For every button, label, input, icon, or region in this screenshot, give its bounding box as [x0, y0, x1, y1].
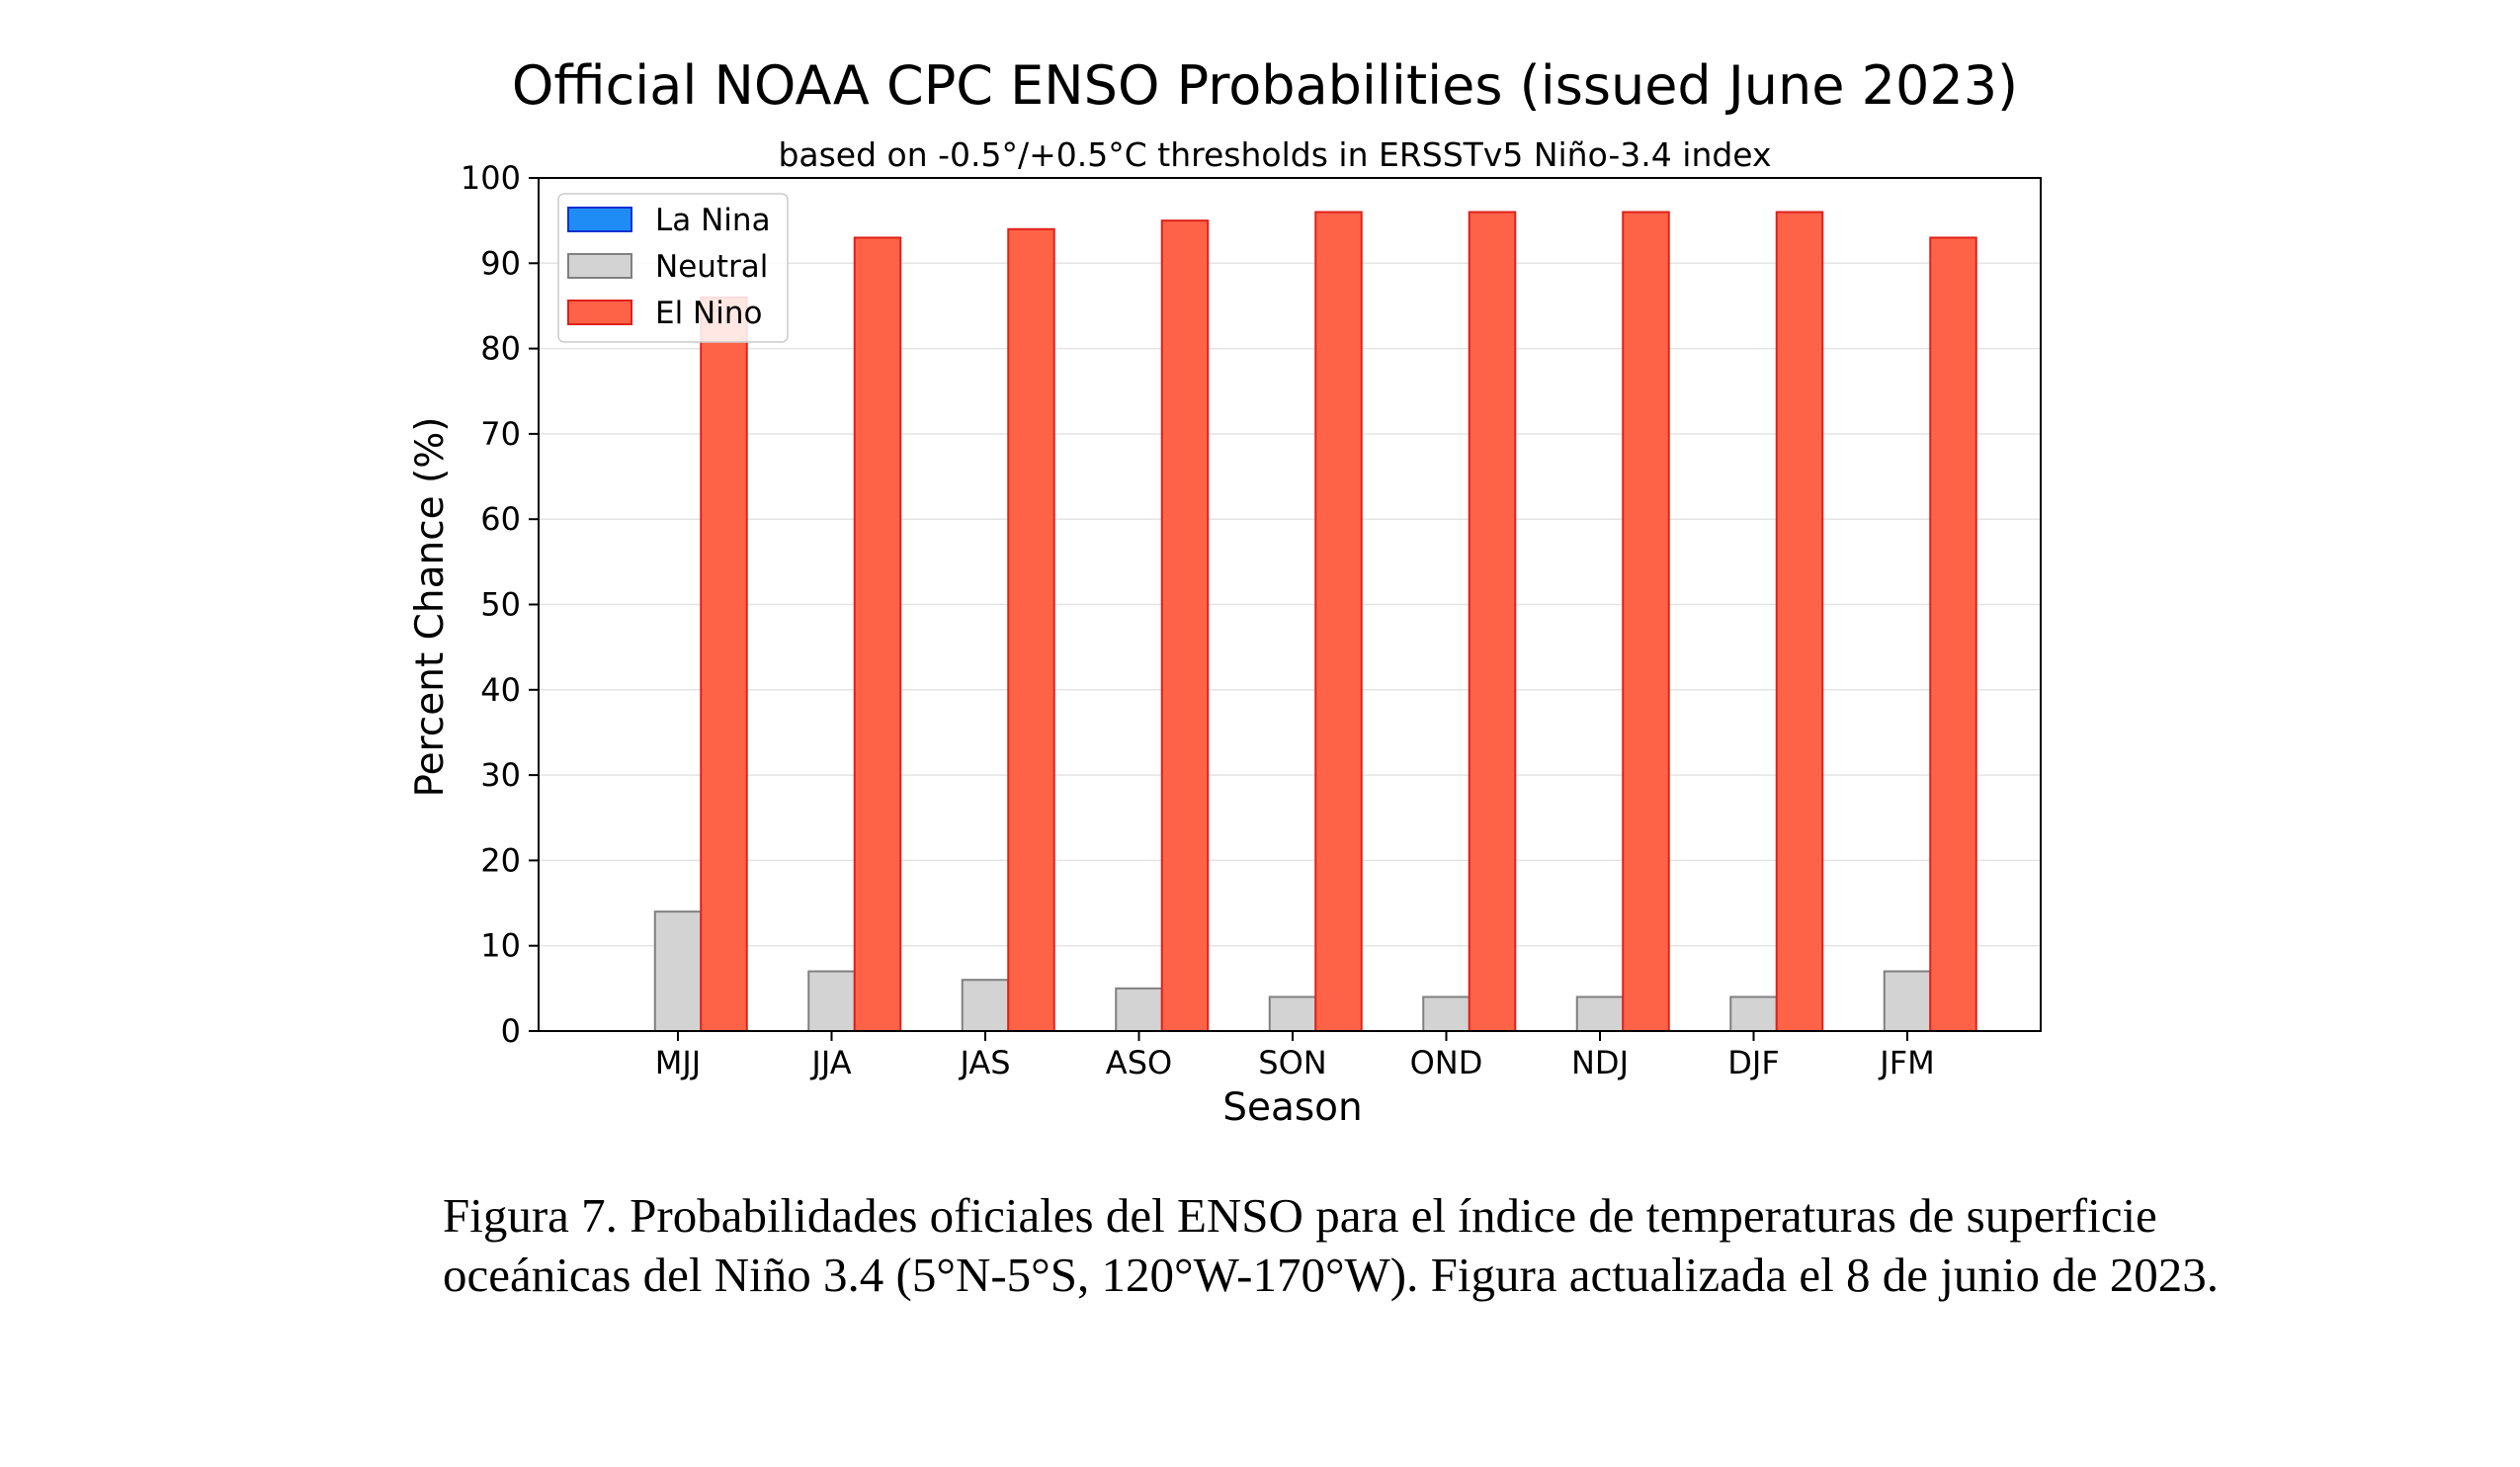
bar-neutral [1115, 987, 1163, 1032]
legend-swatch [567, 253, 632, 279]
x-axis-label: Season [1222, 1085, 1363, 1130]
chart-title: Official NOAA CPC ENSO Probabilities (is… [512, 54, 2018, 117]
legend-label: La Nina [655, 203, 771, 238]
y-tick-label: 60 [480, 500, 521, 538]
bar-el-nino [1468, 211, 1517, 1032]
legend: La Nina Neutral El Nino [557, 193, 789, 343]
x-tick-label: MJJ [655, 1044, 701, 1081]
figure-caption: Figura 7. Probabilidades oficiales del E… [443, 1188, 2219, 1302]
x-tick-label: SON [1258, 1044, 1326, 1081]
chart-subtitle: based on -0.5°/+0.5°C thresholds in ERSS… [778, 135, 1771, 174]
y-tick-label: 80 [480, 330, 521, 368]
legend-label: El Nino [655, 296, 762, 331]
bar-el-nino [1007, 227, 1055, 1032]
bar-neutral [807, 970, 856, 1033]
y-tick-label: 0 [501, 1012, 521, 1050]
y-axis-ticks: 0 10 20 30 40 50 60 70 80 90 100 [461, 159, 539, 1050]
legend-swatch [567, 207, 632, 232]
x-tick-label: ASO [1106, 1044, 1172, 1081]
bars [608, 211, 1977, 1033]
legend-label: Neutral [655, 249, 768, 285]
bar-neutral [653, 910, 703, 1032]
x-tick-label: NDJ [1571, 1044, 1629, 1081]
bar-neutral [961, 979, 1010, 1032]
y-tick-label: 70 [480, 415, 521, 453]
bar-neutral [1729, 995, 1778, 1032]
y-tick-label: 100 [461, 159, 521, 197]
y-tick-label: 10 [480, 927, 521, 965]
bar-neutral [1883, 970, 1932, 1033]
legend-swatch [567, 300, 632, 325]
bar-el-nino [853, 236, 902, 1033]
y-tick-label: 90 [480, 244, 521, 282]
bar-el-nino [1622, 211, 1670, 1032]
x-tick-label: JAS [958, 1044, 1010, 1081]
x-axis-ticks: MJJ JJA JAS ASO SON OND NDJ DJF JFM [655, 1031, 1935, 1081]
x-tick-label: JFM [1878, 1044, 1934, 1081]
bar-neutral [1422, 995, 1470, 1032]
x-tick-label: JJA [809, 1044, 851, 1081]
bar-el-nino [1160, 219, 1210, 1032]
x-tick-label: OND [1410, 1044, 1483, 1081]
bar-neutral [1268, 995, 1317, 1032]
bar-el-nino [700, 296, 748, 1032]
bar-el-nino [1929, 236, 1977, 1033]
y-axis-label: Percent Chance (%) [408, 416, 453, 797]
y-tick-label: 30 [480, 756, 521, 794]
y-tick-label: 20 [480, 841, 521, 879]
bar-neutral [1575, 995, 1625, 1032]
bar-el-nino [1775, 211, 1824, 1032]
bar-el-nino [1314, 211, 1363, 1032]
y-tick-label: 50 [480, 586, 521, 624]
x-tick-label: DJF [1727, 1044, 1779, 1081]
y-tick-label: 40 [480, 671, 521, 709]
